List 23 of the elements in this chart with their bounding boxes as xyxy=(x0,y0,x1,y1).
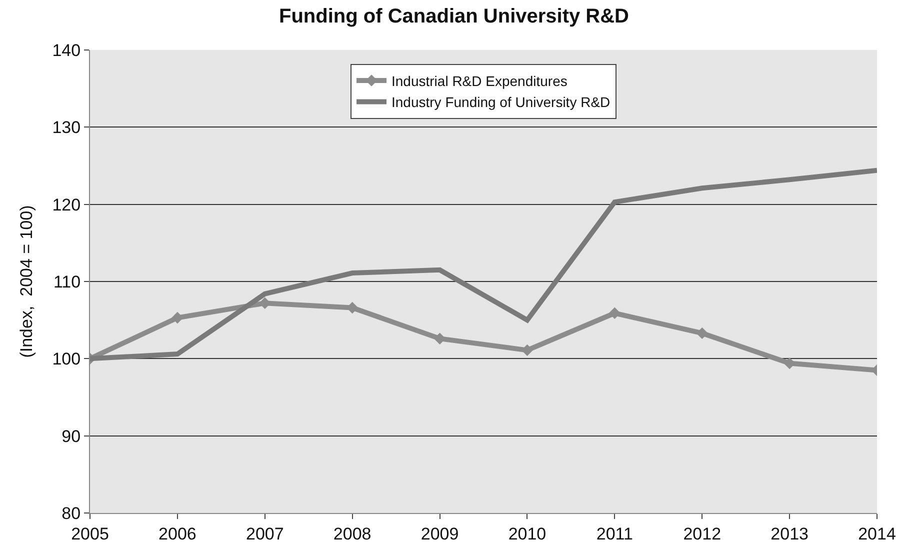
legend-label: Industrial R&D Expenditures xyxy=(392,72,568,89)
y-axis-title: (Index, 2004 = 100) xyxy=(16,205,36,358)
x-tick-label: 2008 xyxy=(333,524,372,544)
x-tick-label: 2005 xyxy=(71,524,109,544)
y-tick-label: 140 xyxy=(52,40,81,60)
x-tick-label: 2009 xyxy=(420,524,459,544)
point xyxy=(608,307,621,319)
x-tick-label: 2011 xyxy=(596,524,633,544)
point xyxy=(696,327,708,340)
y-tick-label: 100 xyxy=(52,350,81,369)
y-tick-label: 120 xyxy=(52,195,81,214)
x-tick-label: 2010 xyxy=(508,524,546,544)
y-tick-label: 80 xyxy=(62,504,81,523)
x-tick-label: 2007 xyxy=(246,524,284,544)
x-tick-label: 2013 xyxy=(770,524,808,544)
chart-title: Funding of Canadian University R&D xyxy=(278,5,630,28)
x-tick-label: 2006 xyxy=(158,524,196,544)
x-tick-label: 2012 xyxy=(683,524,722,544)
y-tick-label: 110 xyxy=(53,272,81,292)
y-tick-label: 130 xyxy=(52,118,81,138)
y-tick-label: 90 xyxy=(62,426,81,446)
legend-label: Industry Funding of University R&D xyxy=(392,94,610,110)
x-tick-label: 2014 xyxy=(858,524,896,544)
